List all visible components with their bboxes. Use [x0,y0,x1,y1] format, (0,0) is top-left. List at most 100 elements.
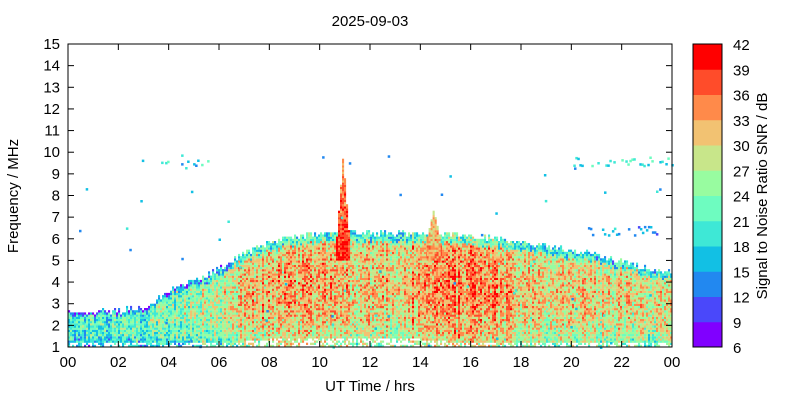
heatmap-cell [290,338,293,341]
heatmap-cell [252,269,255,272]
heatmap-cell [240,340,243,343]
heatmap-cell [284,344,287,348]
heatmap-cell [350,286,353,289]
heatmap-cell [320,338,323,341]
heatmap-cell [338,318,341,322]
heatmap-cell [144,318,147,322]
heatmap-cell [306,260,309,263]
heatmap-cell [206,290,209,293]
heatmap-cell [240,256,243,259]
heatmap-cell [256,329,259,332]
heatmap-cell [362,284,365,287]
heatmap-cell [302,288,305,291]
heatmap-cell [252,327,255,330]
heatmap-cell [344,260,347,263]
heatmap-cell [328,236,331,239]
heatmap-cell [218,275,221,278]
heatmap-cell [208,299,211,302]
heatmap-cell [178,305,181,309]
heatmap-cell [244,269,247,272]
heatmap-cell [114,316,117,319]
heatmap-cell [280,325,283,328]
heatmap-cell [308,336,311,339]
heatmap-cell [234,321,237,324]
heatmap-cell [196,286,199,289]
heatmap-cell [240,271,243,274]
heatmap-cell [360,262,363,265]
heatmap-cell [206,282,209,285]
heatmap-cell [94,327,97,330]
heatmap-cell [236,266,239,270]
heatmap-cell [332,253,335,257]
heatmap-cell [360,288,363,291]
heatmap-cell [232,297,235,300]
heatmap-cell [350,308,353,311]
heatmap-cell [296,312,299,315]
heatmap-cell [264,269,267,272]
heatmap-cell [294,262,297,265]
heatmap-cell [334,295,337,298]
heatmap-cell [114,323,117,326]
heatmap-cell [312,327,315,330]
heatmap-cell [242,264,245,268]
heatmap-cell [342,329,345,332]
heatmap-cell [202,301,205,304]
heatmap-cell [352,295,355,298]
heatmap-cell [316,331,319,335]
heatmap-cell [76,325,79,328]
heatmap-cell [278,290,281,293]
heatmap-cell [260,247,263,250]
heatmap-cell [236,316,239,319]
heatmap-cell [172,310,175,313]
heatmap-cell [80,314,83,317]
heatmap-cell [316,327,319,330]
heatmap-cell [222,318,225,322]
heatmap-cell [224,316,227,319]
heatmap-cell [180,303,183,306]
heatmap-cell [246,301,249,304]
heatmap-cell [210,342,213,345]
heatmap-cell [352,258,355,261]
heatmap-cell [338,321,341,324]
heatmap-cell [252,334,255,337]
heatmap-cell [204,308,207,311]
heatmap-cell [304,303,307,306]
heatmap-cell [324,279,327,283]
heatmap-cell [258,284,261,287]
heatmap-cell [362,305,365,309]
heatmap-cell [254,334,257,337]
heatmap-cell [344,329,347,332]
heatmap-cell [314,286,317,289]
heatmap-cell [306,338,309,341]
heatmap-cell [314,253,317,257]
heatmap-cell [278,327,281,330]
heatmap-cell [292,312,295,315]
heatmap-cell [284,305,287,309]
heatmap-cell [278,318,281,322]
heatmap-cell [284,269,287,272]
heatmap-cell [294,282,297,285]
heatmap-cell [108,327,111,330]
heatmap-cell [266,308,269,311]
heatmap-cell [150,331,153,335]
heatmap-cell [220,271,223,274]
heatmap-cell [298,271,301,274]
heatmap-cell [336,342,339,345]
heatmap-cell [354,241,357,244]
heatmap-cell [288,286,291,289]
heatmap-cell [114,342,117,345]
heatmap-cell [316,301,319,304]
heatmap-cell [124,331,127,335]
heatmap-cell [282,277,285,280]
heatmap-cell [188,312,191,315]
heatmap-cell [294,318,297,322]
heatmap-cell [204,329,207,332]
heatmap-cell [306,342,309,345]
heatmap-cell [290,312,293,315]
heatmap-cell [224,286,227,289]
heatmap-cell [242,316,245,319]
heatmap-cell [196,292,199,296]
heatmap-cell [300,282,303,285]
heatmap-cell [214,303,217,306]
heatmap-cell [280,253,283,257]
